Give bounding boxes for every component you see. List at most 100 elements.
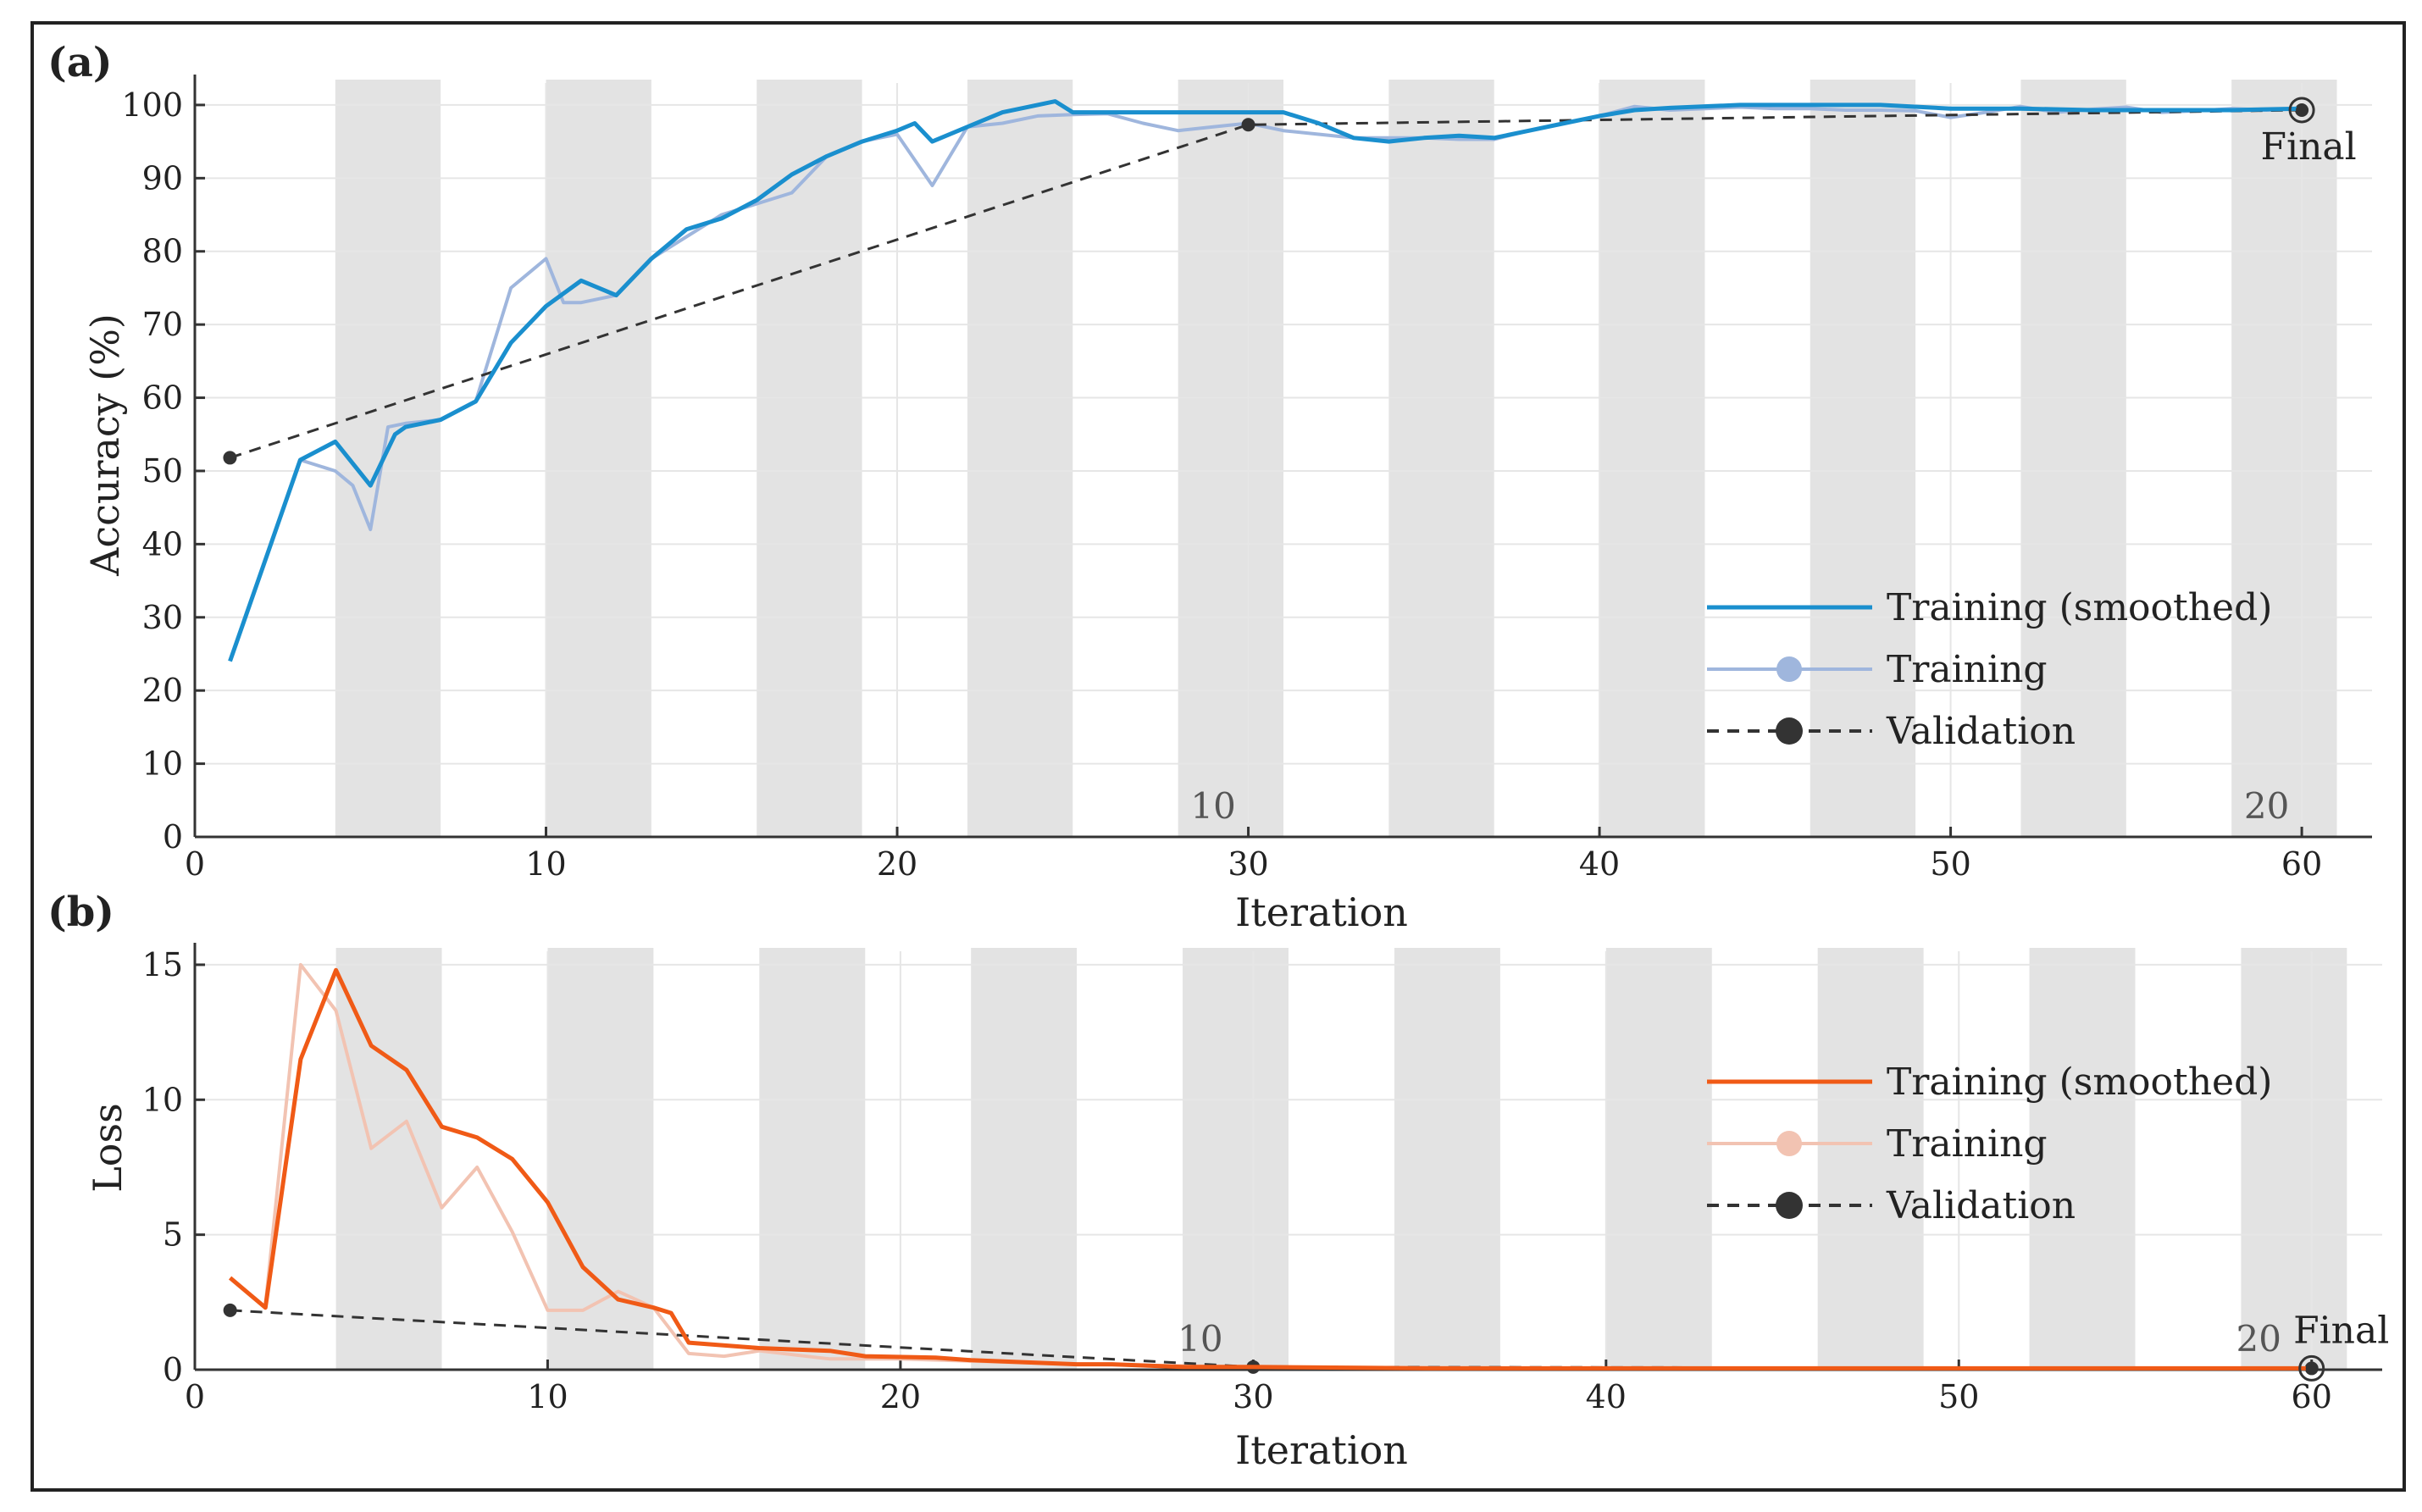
accuracy-legend-marker-validation	[1776, 717, 1803, 745]
loss-epoch-band	[1183, 948, 1289, 1370]
loss-x-tick-label: 10	[527, 1378, 568, 1415]
accuracy-gridlines	[194, 83, 2372, 838]
loss-final-label: Final	[2293, 1309, 2389, 1352]
loss-epoch-band	[1394, 948, 1500, 1370]
loss-legend-marker-training	[1776, 1131, 1802, 1156]
loss-epoch-labels: 10 20	[1178, 1318, 2281, 1360]
accuracy-epoch-band	[2020, 80, 2126, 837]
accuracy-legend: Training (smoothed) Training Validation	[1707, 586, 2272, 753]
accuracy-x-tick-label: 60	[2281, 845, 2322, 883]
accuracy-legend-marker-training	[1776, 656, 1802, 682]
loss-legend-label-training: Training	[1887, 1122, 2048, 1166]
loss-y-tick-label: 15	[142, 946, 183, 983]
accuracy-epoch-band	[1388, 80, 1494, 837]
accuracy-legend-label-training-smoothed: Training (smoothed)	[1887, 586, 2272, 629]
accuracy-y-tick-label: 30	[142, 599, 183, 636]
accuracy-validation-line	[230, 108, 2303, 459]
loss-epoch-band	[2241, 948, 2347, 1370]
accuracy-validation-point	[1241, 118, 1255, 132]
loss-epoch-band	[1605, 948, 1712, 1370]
loss-legend-marker-validation	[1776, 1192, 1803, 1219]
accuracy-x-tick-label: 50	[1930, 845, 1970, 883]
loss-epoch-band	[971, 948, 1078, 1370]
loss-panel: (b) 0 10 20 30 40 50 60 0 5 10 15 10 20 Final Iter…	[47, 889, 2389, 1473]
loss-y-tick-label: 5	[163, 1216, 183, 1254]
accuracy-y-tick-label: 80	[142, 233, 183, 270]
accuracy-x-axis-label: Iteration	[1235, 889, 1408, 935]
accuracy-annotations: Final	[2260, 97, 2357, 169]
loss-y-tick-label: 10	[142, 1081, 183, 1118]
accuracy-epoch-label: 20	[2244, 785, 2289, 827]
accuracy-y-tick-label: 70	[142, 306, 183, 343]
accuracy-epoch-band	[1599, 80, 1705, 837]
loss-x-axis-label: Iteration	[1235, 1427, 1408, 1473]
panel-label-a: (a)	[47, 39, 113, 86]
accuracy-epoch-band	[2231, 80, 2337, 837]
loss-y-ticks: 0 5 10 15	[142, 946, 205, 1388]
loss-x-tick-label: 0	[185, 1378, 205, 1415]
loss-epoch-band	[2029, 948, 2136, 1370]
accuracy-validation-point	[223, 451, 237, 465]
accuracy-y-tick-label: 60	[142, 379, 183, 417]
loss-x-tick-label: 60	[2292, 1378, 2332, 1415]
loss-final-marker-dot	[2305, 1362, 2318, 1375]
accuracy-final-marker-ring	[2288, 97, 2315, 124]
loss-legend: Training (smoothed) Training Validation	[1707, 1061, 2272, 1227]
accuracy-epoch-band	[1810, 80, 1916, 837]
accuracy-epoch-band	[1178, 80, 1283, 837]
accuracy-epoch-band	[967, 80, 1073, 837]
loss-validation-point	[223, 1303, 237, 1317]
accuracy-axes	[193, 75, 2372, 839]
accuracy-y-ticks: 0 10 20 30 40 50 60 70 80 90 100	[121, 86, 205, 856]
loss-x-ticks: 0 10 20 30 40 50 60	[185, 1360, 2332, 1415]
loss-annotations: Final	[2293, 1309, 2389, 1382]
loss-epoch-band	[759, 948, 866, 1370]
loss-x-tick-label: 40	[1586, 1378, 1627, 1415]
panel-label-b: (b)	[47, 889, 114, 936]
loss-x-tick-label: 30	[1233, 1378, 1273, 1415]
loss-x-tick-label: 50	[1938, 1378, 1979, 1415]
loss-gridlines	[194, 951, 2382, 1371]
loss-epoch-label: 10	[1178, 1318, 1222, 1360]
accuracy-y-tick-label: 40	[142, 525, 183, 562]
loss-epoch-band	[547, 948, 654, 1370]
loss-epoch-label: 20	[2236, 1318, 2281, 1360]
accuracy-final-marker-dot	[2296, 103, 2308, 116]
loss-epoch-band	[1817, 948, 1924, 1370]
accuracy-y-tick-label: 50	[142, 452, 183, 490]
loss-training-smoothed-line	[228, 967, 2312, 1371]
loss-x-tick-label: 20	[880, 1378, 921, 1415]
accuracy-epoch-label: 10	[1190, 785, 1235, 827]
accuracy-x-ticks: 0 10 20 30 40 50 60	[185, 827, 2322, 883]
loss-legend-label-validation: Validation	[1886, 1184, 2076, 1227]
accuracy-y-axis-label: Accuracy (%)	[82, 313, 128, 577]
accuracy-legend-label-validation: Validation	[1886, 710, 2076, 753]
accuracy-y-tick-label: 10	[142, 745, 183, 783]
loss-epoch-bands	[335, 948, 2347, 1370]
accuracy-epoch-labels: 10 20	[1190, 785, 2289, 827]
accuracy-x-tick-label: 30	[1228, 845, 1268, 883]
accuracy-y-tick-label: 0	[163, 818, 183, 856]
accuracy-y-tick-label: 100	[121, 86, 183, 124]
accuracy-x-tick-label: 40	[1579, 845, 1620, 883]
accuracy-epoch-band	[546, 80, 651, 837]
loss-final-marker-ring	[2298, 1354, 2325, 1382]
loss-series	[223, 962, 2319, 1376]
loss-y-axis-label: Loss	[85, 1103, 130, 1192]
accuracy-y-tick-label: 90	[142, 159, 183, 197]
accuracy-epoch-bands	[335, 80, 2337, 837]
loss-epoch-band	[335, 948, 442, 1370]
loss-y-tick-label: 0	[163, 1351, 183, 1388]
loss-legend-label-training-smoothed: Training (smoothed)	[1887, 1061, 2272, 1104]
accuracy-epoch-band	[335, 80, 441, 837]
accuracy-x-tick-label: 0	[185, 845, 205, 883]
accuracy-final-label: Final	[2260, 125, 2356, 169]
accuracy-panel: (a) 0 10 20 30 40 50 60 0102030405060708090100…	[47, 39, 2372, 935]
accuracy-x-tick-label: 10	[525, 845, 566, 883]
accuracy-legend-label-training: Training	[1887, 648, 2048, 691]
accuracy-epoch-band	[757, 80, 862, 837]
accuracy-training-smoothed-line	[228, 99, 2303, 662]
accuracy-x-tick-label: 20	[877, 845, 917, 883]
accuracy-y-tick-label: 20	[142, 672, 183, 709]
